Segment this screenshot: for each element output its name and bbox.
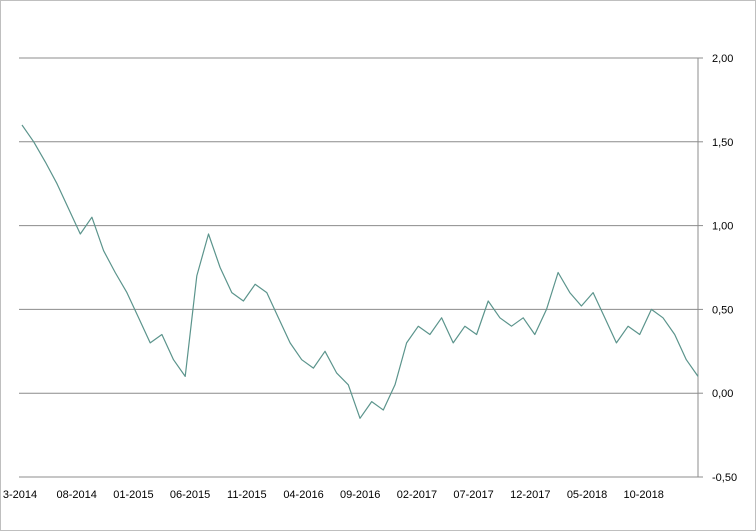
x-tick-label: 04-2016 xyxy=(283,489,323,501)
x-tick-label: 10-2018 xyxy=(624,489,664,501)
x-tick-label: 02-2017 xyxy=(397,489,437,501)
x-tick-label: 01-2015 xyxy=(113,489,153,501)
x-tick-label: 06-2015 xyxy=(170,489,210,501)
x-tick-label: 08-2014 xyxy=(57,489,97,501)
y-tick-label: 1,00 xyxy=(712,221,733,233)
x-tick-label: 07-2017 xyxy=(453,489,493,501)
y-tick-label: 0,00 xyxy=(712,388,733,400)
y-tick-label: 2,00 xyxy=(712,53,733,65)
x-tick-label: 12-2017 xyxy=(510,489,550,501)
x-tick-label: 05-2018 xyxy=(567,489,607,501)
y-tick-label: 1,50 xyxy=(712,137,733,149)
x-tick-label: 09-2016 xyxy=(340,489,380,501)
y-tick-label: 0,50 xyxy=(712,304,733,316)
x-tick-label: 11-2015 xyxy=(227,489,267,501)
x-tick-label: 3-2014 xyxy=(3,489,37,501)
series-line xyxy=(21,124,699,419)
y-tick-label: -0,50 xyxy=(712,472,737,484)
